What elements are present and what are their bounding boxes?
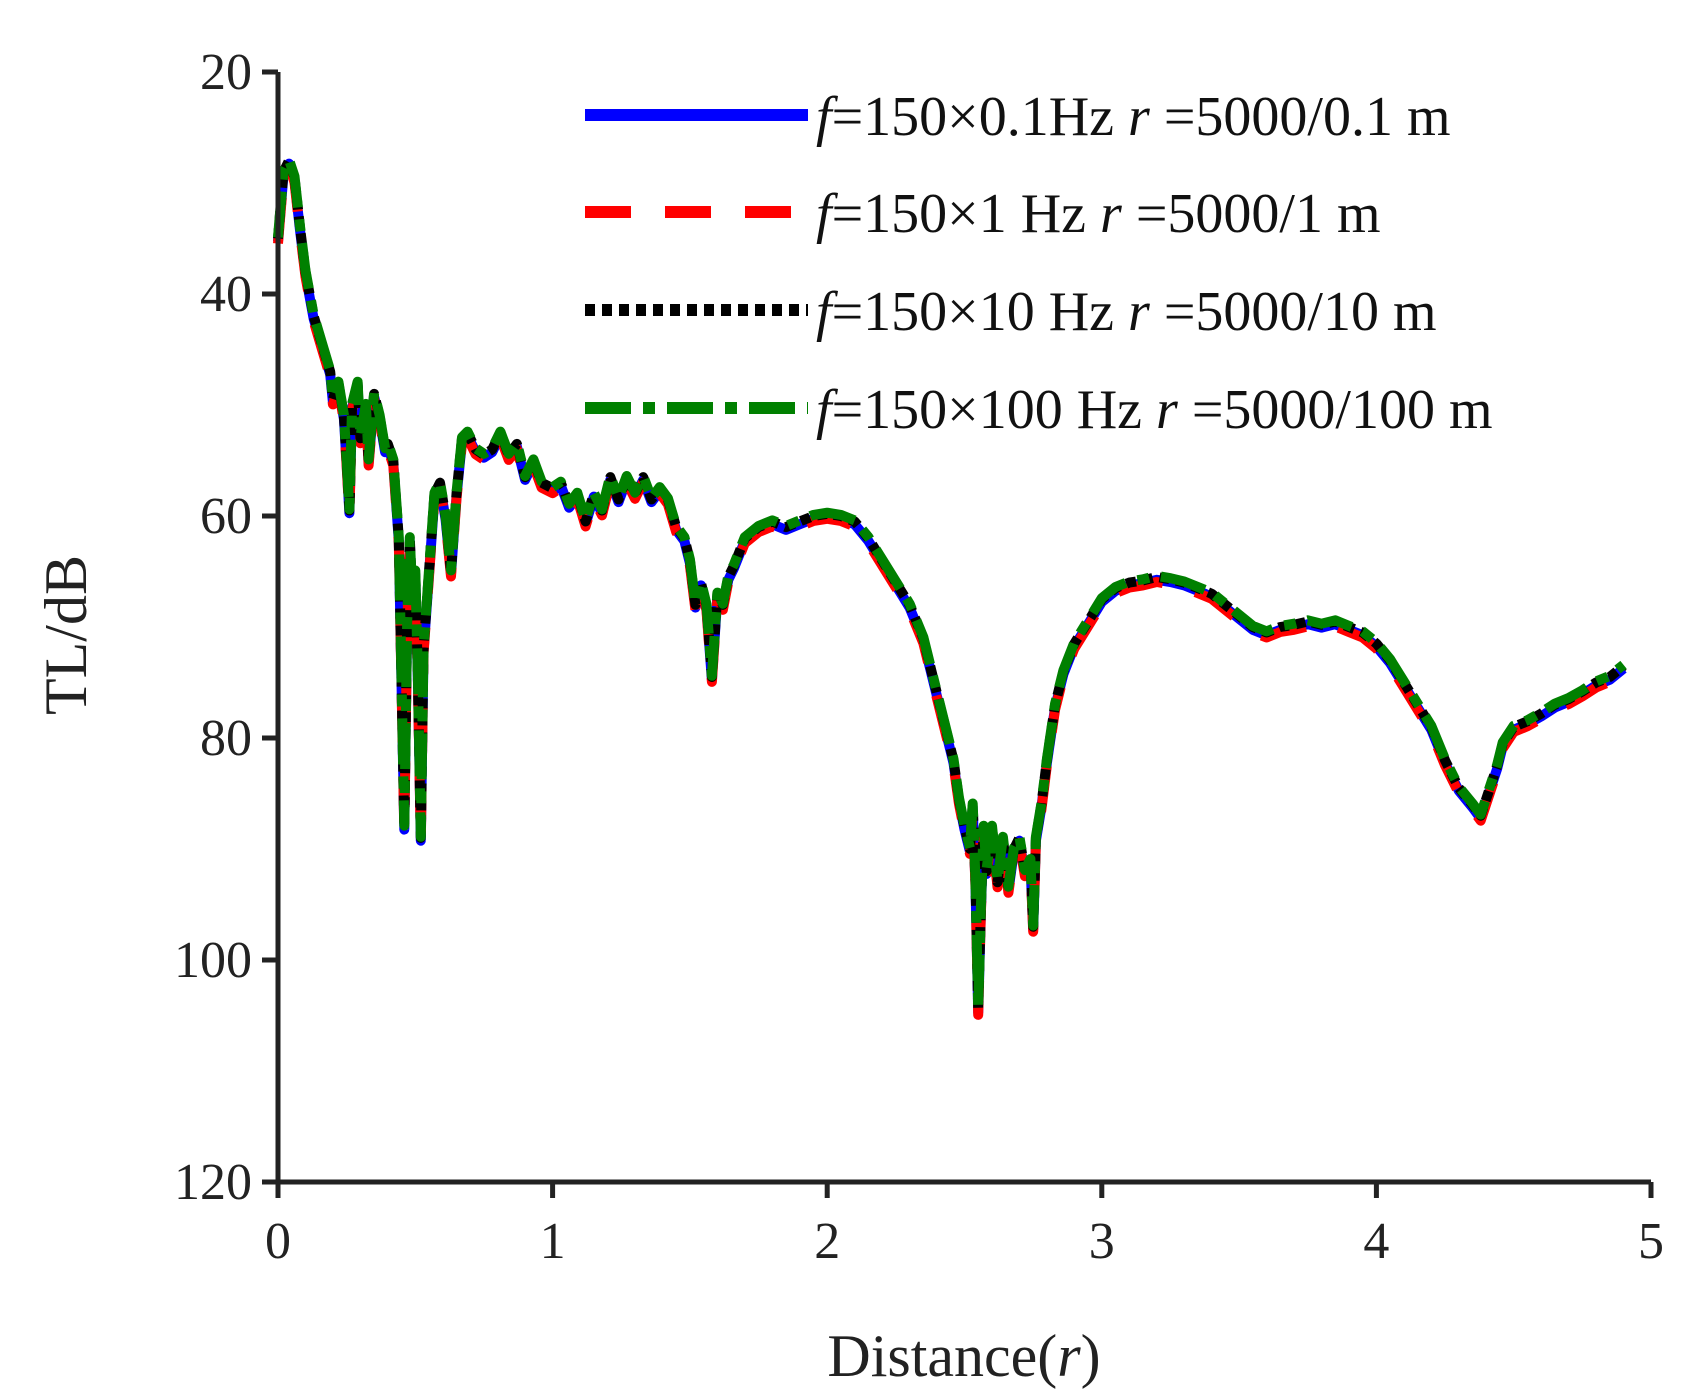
x-tick-label: 1 xyxy=(540,1213,566,1270)
y-tick-label: 60 xyxy=(200,488,252,545)
legend-entry: f=150×100 Hz r =5000/100 m xyxy=(585,379,1493,441)
x-axis-label-variable: r xyxy=(1057,1323,1081,1389)
legend-r-s2: r xyxy=(1128,281,1150,343)
legend-mid-s1: =150×1 Hz xyxy=(832,183,1100,245)
y-tick-label: 120 xyxy=(174,1154,252,1211)
legend-tail-s1: =5000/1 m xyxy=(1122,183,1381,245)
legend-r-s3: r xyxy=(1156,379,1178,441)
legend-tail-s2: =5000/10 m xyxy=(1150,281,1437,343)
legend-r-s1: r xyxy=(1100,183,1122,245)
x-tick-label: 4 xyxy=(1363,1213,1389,1270)
legend: f=150×0.1Hz r =5000/0.1 m f=150×1 Hz r =… xyxy=(585,86,1493,441)
series-line-3 xyxy=(273,154,1627,1014)
legend-mid-s2: =150×10 Hz xyxy=(832,281,1128,343)
x-tick-label: 2 xyxy=(814,1213,840,1270)
x-axis-label-suffix: ) xyxy=(1081,1323,1101,1389)
y-tick-label: 40 xyxy=(200,266,252,323)
x-tick-label: 0 xyxy=(265,1213,291,1270)
x-axis-label: Distance(r) xyxy=(827,1323,1100,1389)
legend-r-s0: r xyxy=(1128,86,1150,148)
y-ticks: 20 40 60 80 100 120 xyxy=(174,44,278,1211)
x-ticks: 0 1 2 3 4 5 xyxy=(265,1182,1664,1270)
svg-text:f=150×0.1Hz r =5000/0.1 m: f=150×0.1Hz r =5000/0.1 m xyxy=(816,86,1451,148)
svg-text:f=150×1 Hz r =5000/1 m: f=150×1 Hz r =5000/1 m xyxy=(816,183,1381,245)
legend-mid-s3: =150×100 Hz xyxy=(832,379,1156,441)
x-axis-label-prefix: Distance( xyxy=(827,1323,1057,1389)
legend-entry: f=150×10 Hz r =5000/10 m xyxy=(585,281,1437,343)
y-axis-label: TL/dB xyxy=(33,555,99,715)
y-tick-label: 80 xyxy=(200,710,252,767)
y-tick-label: 20 xyxy=(200,44,252,101)
x-tick-label: 3 xyxy=(1089,1213,1115,1270)
svg-text:f=150×10 Hz r =5000/10 m: f=150×10 Hz r =5000/10 m xyxy=(816,281,1437,343)
legend-entry: f=150×0.1Hz r =5000/0.1 m xyxy=(585,86,1451,148)
legend-mid-s0: =150×0.1Hz xyxy=(832,86,1128,148)
legend-entry: f=150×1 Hz r =5000/1 m xyxy=(585,183,1381,245)
legend-tail-s3: =5000/100 m xyxy=(1178,379,1493,441)
x-tick-label: 5 xyxy=(1638,1213,1664,1270)
svg-text:f=150×100 Hz r =5000/100 m: f=150×100 Hz r =5000/100 m xyxy=(816,379,1493,441)
legend-tail-s0: =5000/0.1 m xyxy=(1150,86,1451,148)
y-tick-label: 100 xyxy=(174,932,252,989)
plot-area xyxy=(273,154,1627,1020)
